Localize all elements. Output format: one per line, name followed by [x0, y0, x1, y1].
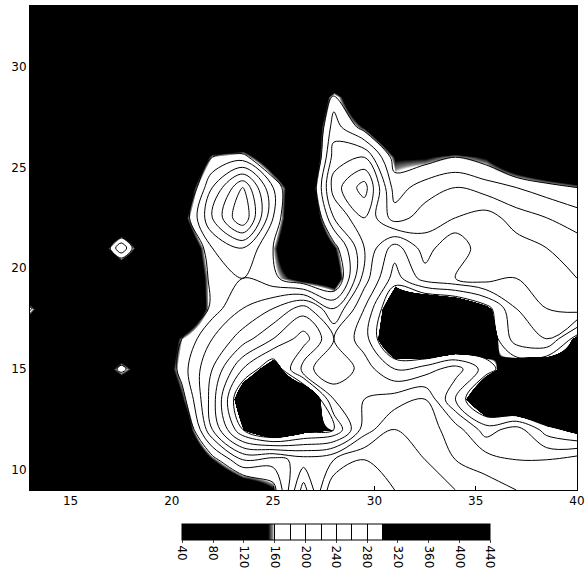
svg-text:25: 25	[265, 494, 280, 508]
svg-text:40: 40	[175, 545, 189, 560]
svg-text:240: 240	[329, 545, 343, 568]
svg-text:440: 440	[483, 545, 497, 568]
svg-text:25: 25	[11, 161, 26, 175]
svg-text:20: 20	[11, 261, 26, 275]
svg-text:15: 15	[11, 362, 26, 376]
svg-text:35: 35	[468, 494, 483, 508]
svg-text:10: 10	[11, 463, 26, 477]
svg-text:15: 15	[63, 494, 78, 508]
svg-text:120: 120	[237, 545, 251, 568]
svg-text:80: 80	[206, 545, 220, 560]
svg-text:30: 30	[367, 494, 382, 508]
svg-text:400: 400	[453, 545, 467, 568]
svg-text:320: 320	[391, 545, 405, 568]
svg-text:200: 200	[299, 545, 313, 568]
svg-text:30: 30	[11, 60, 26, 74]
svg-text:20: 20	[164, 494, 179, 508]
svg-text:40: 40	[569, 494, 584, 508]
svg-text:360: 360	[422, 545, 436, 568]
svg-text:160: 160	[268, 545, 282, 568]
svg-text:280: 280	[360, 545, 374, 568]
